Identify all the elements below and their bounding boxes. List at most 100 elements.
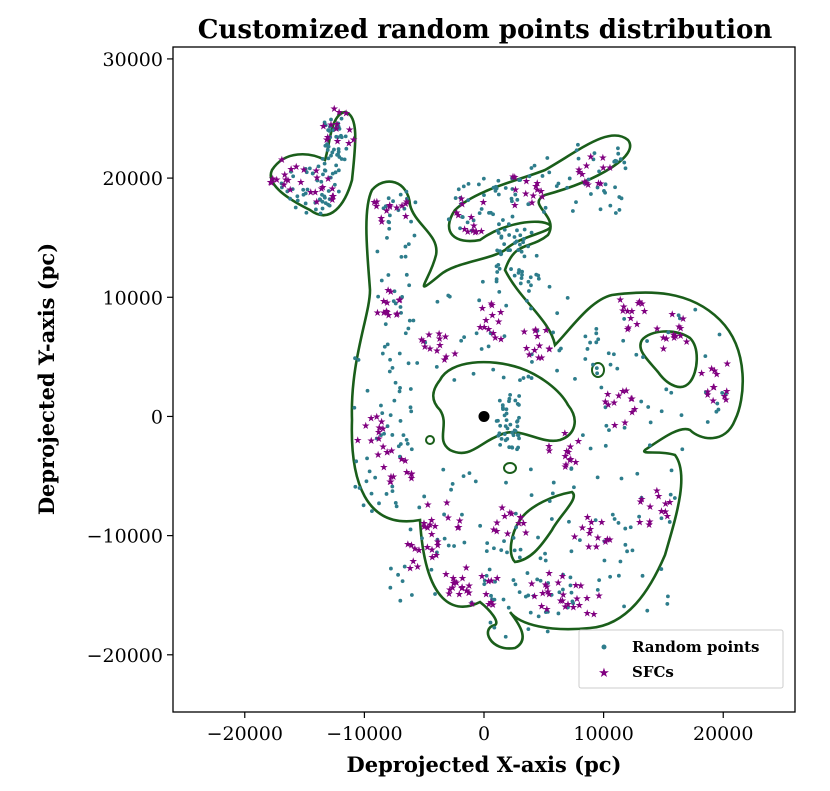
random-point (508, 392, 513, 397)
random-point (399, 310, 403, 315)
sfc-point: ★ (442, 352, 451, 363)
random-point (545, 629, 550, 634)
random-point (488, 620, 493, 625)
random-point (545, 609, 550, 614)
sfc-point: ★ (661, 499, 670, 510)
random-point (672, 496, 677, 500)
x-tick-label: 20000 (693, 723, 753, 745)
random-point (519, 276, 524, 281)
sfc-point: ★ (571, 457, 580, 468)
random-point (486, 344, 491, 349)
sfc-point: ★ (379, 296, 388, 307)
random-point (383, 204, 388, 209)
random-point (509, 267, 513, 271)
random-point (546, 581, 550, 585)
random-point (516, 270, 521, 275)
sfc-point: ★ (286, 185, 295, 196)
random-point (452, 378, 457, 382)
sfc-point: ★ (538, 192, 547, 203)
sfc-point: ★ (663, 512, 672, 523)
small-ring-left (425, 435, 435, 445)
random-point (524, 298, 529, 303)
random-point (313, 200, 318, 205)
random-point (387, 369, 392, 374)
sfc-point: ★ (584, 180, 593, 191)
random-point (375, 249, 380, 254)
random-point (403, 254, 408, 259)
random-point (403, 244, 408, 249)
sfc-point: ★ (349, 135, 358, 146)
sfc-point: ★ (516, 513, 525, 524)
sfc-point: ★ (277, 155, 286, 166)
random-point (481, 176, 486, 181)
sfc-point: ★ (635, 518, 644, 529)
random-point (465, 220, 470, 225)
random-point (493, 189, 498, 193)
random-point (407, 318, 412, 323)
random-point (333, 170, 338, 175)
sfc-point: ★ (537, 601, 546, 612)
sfc-point: ★ (584, 542, 593, 553)
random-point (526, 627, 531, 632)
random-point (293, 205, 298, 210)
random-point (513, 398, 518, 403)
legend-label-random: Random points (632, 638, 760, 656)
sfc-point: ★ (452, 578, 461, 589)
random-points-layer (279, 116, 728, 639)
random-point (319, 179, 324, 184)
random-point (386, 196, 391, 201)
sfc-point: ★ (646, 502, 655, 513)
random-point (429, 567, 434, 572)
random-point (496, 178, 501, 183)
random-point (565, 185, 569, 190)
sfc-point: ★ (454, 523, 463, 534)
sfc-point: ★ (402, 467, 411, 478)
sfc-point: ★ (476, 323, 485, 334)
sfc-point: ★ (619, 302, 628, 313)
random-point (547, 284, 552, 289)
random-point (666, 330, 671, 335)
random-point (382, 431, 386, 436)
sfc-point: ★ (407, 541, 416, 552)
random-point (504, 418, 509, 423)
random-point (501, 375, 506, 380)
random-point (496, 262, 501, 267)
sfc-point: ★ (279, 180, 288, 191)
sfc-point: ★ (659, 333, 668, 344)
random-point (538, 556, 543, 561)
sfc-point: ★ (632, 319, 641, 330)
sfc-point: ★ (722, 386, 731, 397)
random-point (639, 399, 644, 404)
random-point (417, 505, 422, 510)
random-point (499, 548, 504, 553)
sfc-point: ★ (489, 329, 498, 340)
random-point (310, 171, 315, 176)
random-point (307, 166, 312, 171)
random-point (611, 352, 616, 357)
random-point (385, 235, 389, 240)
sfc-point: ★ (332, 124, 341, 135)
sfc-point: ★ (610, 398, 619, 409)
sfc-point: ★ (533, 185, 542, 196)
random-point (303, 201, 308, 206)
random-point (323, 201, 328, 206)
random-point (622, 160, 627, 165)
random-point (342, 157, 347, 162)
random-point (386, 273, 391, 277)
random-point (379, 278, 384, 283)
random-point (531, 594, 536, 598)
random-point (406, 242, 411, 247)
sfc-point: ★ (626, 314, 635, 325)
y-axis-ticks: −20000 −10000 0 10000 20000 30000 (87, 49, 173, 667)
sfc-point: ★ (440, 355, 449, 366)
random-point (515, 197, 520, 202)
sfc-point: ★ (594, 591, 603, 602)
random-point (503, 424, 508, 429)
sfc-point: ★ (367, 436, 376, 447)
random-point (484, 549, 489, 554)
random-point (572, 485, 576, 490)
random-point (610, 512, 615, 517)
random-point (460, 512, 464, 517)
sfc-point: ★ (662, 334, 671, 345)
random-point (497, 289, 502, 294)
